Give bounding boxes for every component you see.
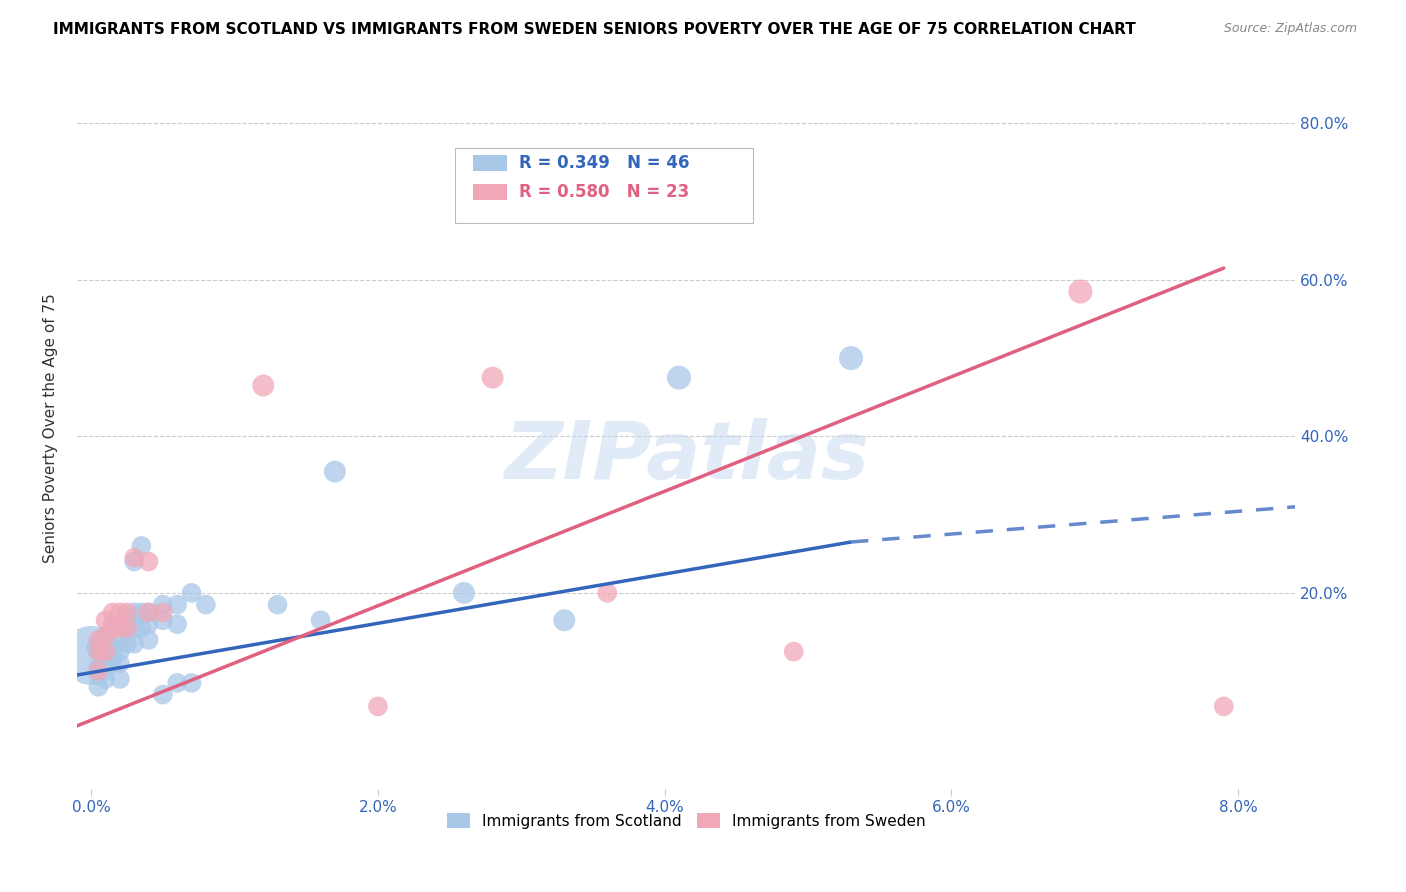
Point — [94, 644, 117, 658]
Point — [108, 621, 131, 635]
Point — [839, 351, 862, 365]
Point — [782, 644, 804, 658]
Point — [596, 586, 619, 600]
Point — [101, 606, 124, 620]
Point — [152, 613, 174, 627]
Point — [115, 637, 138, 651]
Point — [1212, 699, 1234, 714]
Point — [180, 586, 202, 600]
Point — [122, 550, 145, 565]
Point — [367, 699, 389, 714]
Point — [87, 680, 110, 694]
Point — [115, 609, 138, 624]
Point — [115, 606, 138, 620]
Point — [101, 652, 124, 666]
Point — [101, 640, 124, 655]
Point — [453, 586, 475, 600]
Point — [87, 640, 110, 655]
Point — [115, 621, 138, 635]
Point — [180, 676, 202, 690]
Point — [94, 672, 117, 686]
Text: R = 0.580   N = 23: R = 0.580 N = 23 — [519, 183, 689, 201]
Point — [108, 672, 131, 686]
Point — [122, 621, 145, 635]
Point — [152, 598, 174, 612]
FancyBboxPatch shape — [472, 155, 508, 170]
Point — [166, 598, 188, 612]
Point — [138, 555, 160, 569]
Point — [481, 370, 503, 384]
Point — [194, 598, 217, 612]
Point — [138, 617, 160, 632]
Legend: Immigrants from Scotland, Immigrants from Sweden: Immigrants from Scotland, Immigrants fro… — [440, 806, 932, 835]
Point — [152, 688, 174, 702]
Point — [87, 644, 110, 658]
Point — [87, 632, 110, 647]
Point — [108, 621, 131, 635]
Point — [94, 644, 117, 658]
Point — [108, 632, 131, 647]
Y-axis label: Seniors Poverty Over the Age of 75: Seniors Poverty Over the Age of 75 — [44, 293, 58, 564]
Point — [122, 555, 145, 569]
Text: ZIPatlas: ZIPatlas — [503, 418, 869, 496]
Point — [131, 606, 153, 620]
Point — [101, 617, 124, 632]
Point — [101, 621, 124, 635]
Point — [122, 637, 145, 651]
FancyBboxPatch shape — [472, 184, 508, 200]
Point — [80, 648, 103, 663]
Point — [87, 664, 110, 678]
Point — [87, 668, 110, 682]
Point — [94, 613, 117, 627]
Point — [553, 613, 575, 627]
FancyBboxPatch shape — [454, 148, 754, 223]
Point — [152, 606, 174, 620]
Point — [108, 644, 131, 658]
Point — [131, 539, 153, 553]
Point — [138, 606, 160, 620]
Point — [166, 676, 188, 690]
Point — [668, 370, 690, 384]
Point — [138, 606, 160, 620]
Point — [122, 606, 145, 620]
Text: IMMIGRANTS FROM SCOTLAND VS IMMIGRANTS FROM SWEDEN SENIORS POVERTY OVER THE AGE : IMMIGRANTS FROM SCOTLAND VS IMMIGRANTS F… — [53, 22, 1136, 37]
Point — [94, 629, 117, 643]
Point — [94, 629, 117, 643]
Text: R = 0.349   N = 46: R = 0.349 N = 46 — [519, 153, 690, 172]
Point — [323, 465, 346, 479]
Point — [115, 621, 138, 635]
Point — [1069, 285, 1091, 299]
Point — [108, 606, 131, 620]
Point — [252, 378, 274, 392]
Point — [266, 598, 288, 612]
Point — [131, 621, 153, 635]
Point — [138, 632, 160, 647]
Point — [87, 660, 110, 674]
Text: Source: ZipAtlas.com: Source: ZipAtlas.com — [1223, 22, 1357, 36]
Point — [94, 657, 117, 671]
Point — [166, 617, 188, 632]
Point — [108, 657, 131, 671]
Point — [309, 613, 332, 627]
